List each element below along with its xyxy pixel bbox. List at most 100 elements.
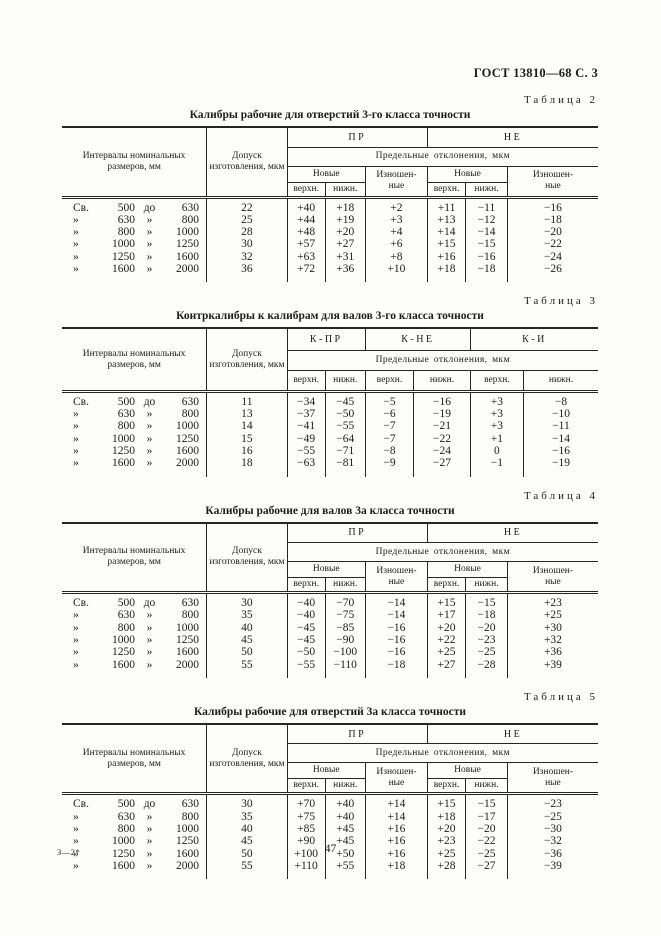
upper-header: верхн. bbox=[469, 370, 524, 392]
value-cell: +40 bbox=[324, 793, 366, 811]
table-body: Св. 500 до 630 22 +40 +18 +2 +11 −11 −16» 630» 800 25… bbox=[62, 197, 598, 283]
value-cell: +100 bbox=[286, 847, 326, 860]
table-row: Св. 500 до 630 22 +40 +18 +2 +11 −11 −16 bbox=[62, 197, 598, 214]
value-cell: 14 bbox=[206, 420, 288, 433]
table-row: » 1000» 1250 45 −45 −90 −16 +22 −23 +32 bbox=[62, 633, 598, 647]
table-title: Калибры рабочие для валов 3а класса точн… bbox=[205, 504, 455, 517]
value-cell: +2 bbox=[364, 197, 428, 214]
col-header-intervals: Интервалы номинальных размеров, мм bbox=[82, 150, 186, 172]
new-header: Новые bbox=[427, 561, 508, 579]
table-row: » 630» 800 25 +44 +19 +3 +13 −12 −18 bbox=[62, 213, 598, 227]
group-header-pr: ПР bbox=[286, 522, 428, 544]
value-cell: +110 bbox=[286, 859, 326, 880]
range-cell: » 1250» 1600 bbox=[73, 250, 199, 263]
value-cell: −37 bbox=[286, 408, 326, 421]
lower-header: нижн. bbox=[324, 778, 366, 794]
value-cell: −55 bbox=[286, 444, 326, 458]
value-cell: −40 bbox=[286, 592, 326, 610]
value-cell: −55 bbox=[324, 420, 366, 433]
value-cell: +23 bbox=[506, 592, 598, 610]
value-cell: 0 bbox=[469, 444, 524, 458]
value-cell: −10 bbox=[522, 408, 598, 421]
range-cell: » 1000» 1250 bbox=[73, 835, 199, 848]
value-cell: −18 bbox=[465, 262, 508, 283]
data-table: Интервалы номинальных размеров, мм Допус… bbox=[62, 327, 598, 477]
value-cell: −45 bbox=[286, 633, 326, 647]
value-cell: −19 bbox=[413, 408, 471, 421]
range-cell: » 1000» 1250 bbox=[73, 238, 199, 251]
lower-header: нижн. bbox=[465, 182, 508, 197]
value-cell: −25 bbox=[465, 847, 508, 860]
upper-header: верхн. bbox=[427, 577, 466, 593]
value-cell: −71 bbox=[324, 444, 366, 458]
value-cell: −39 bbox=[506, 859, 598, 880]
col-header-tolerance: Допуск изготовления, мкм bbox=[206, 328, 288, 392]
value-cell: +16 bbox=[364, 822, 428, 836]
value-cell: −19 bbox=[522, 457, 598, 477]
value-cell: −16 bbox=[465, 250, 508, 263]
value-cell: +14 bbox=[364, 810, 428, 823]
range-cell: » 800» 1000 bbox=[73, 226, 199, 239]
value-cell: +40 bbox=[324, 810, 366, 823]
range-cell: » 630» 800 bbox=[73, 609, 199, 622]
new-header: Новые bbox=[286, 166, 366, 183]
value-cell: +39 bbox=[506, 658, 598, 678]
value-cell: −9 bbox=[364, 457, 414, 477]
group-header-pr: ПР bbox=[286, 127, 428, 148]
value-cell: −26 bbox=[506, 262, 598, 283]
value-cell: −14 bbox=[364, 609, 428, 622]
table-header: Интервалы номинальных размеров, мм Допус… bbox=[62, 127, 598, 197]
section-table-4: Таблица 4 Калибры рабочие для валов 3а к… bbox=[62, 490, 598, 678]
value-cell: −1 bbox=[469, 457, 524, 477]
value-cell: −50 bbox=[324, 408, 366, 421]
value-cell: 15 bbox=[206, 432, 288, 445]
limits-header: Предельные отклонения, мкм bbox=[286, 542, 598, 563]
value-cell: −14 bbox=[522, 432, 598, 445]
value-cell: −6 bbox=[364, 408, 414, 421]
table-row: » 800» 1000 28 +48 +20 +4 +14 −14 −20 bbox=[62, 226, 598, 239]
value-cell: +3 bbox=[469, 408, 524, 421]
upper-header: верхн. bbox=[364, 370, 414, 392]
value-cell: −20 bbox=[465, 822, 508, 836]
value-cell: +16 bbox=[427, 250, 466, 263]
value-cell: 18 bbox=[206, 457, 288, 477]
table-row: Св. 500 до 630 30 −40 −70 −14 +15 −15 +23 bbox=[62, 592, 598, 610]
worn-header: Изношен- ные bbox=[364, 561, 428, 593]
value-cell: +25 bbox=[506, 609, 598, 622]
table-row: » 630» 800 35 −40 −75 −14 +17 −18 +25 bbox=[62, 609, 598, 622]
value-cell: −21 bbox=[413, 420, 471, 433]
value-cell: −11 bbox=[465, 197, 508, 214]
value-cell: 55 bbox=[206, 658, 288, 678]
value-cell: +44 bbox=[286, 213, 326, 227]
table-row: » 630» 800 35 +75 +40 +14 +18 −17 −25 bbox=[62, 810, 598, 823]
col-header-intervals: Интервалы номинальных размеров, мм bbox=[82, 348, 186, 370]
value-cell: 45 bbox=[206, 835, 288, 848]
value-cell: +14 bbox=[427, 226, 466, 239]
value-cell: −7 bbox=[364, 432, 414, 445]
value-cell: 45 bbox=[206, 633, 288, 647]
value-cell: −16 bbox=[413, 391, 471, 409]
limits-header: Предельные отклонения, мкм bbox=[286, 147, 598, 167]
value-cell: −49 bbox=[286, 432, 326, 445]
table-row: » 800» 1000 14 −41 −55 −7 −21 +3 −11 bbox=[62, 420, 598, 433]
range-cell: » 1600» 2000 bbox=[73, 262, 199, 275]
value-cell: −15 bbox=[465, 238, 508, 251]
table-body: Св. 500 до 630 30 +70 +40 +14 +15 −15 −23 » 630» 800 3… bbox=[62, 793, 598, 880]
value-cell: +4 bbox=[364, 226, 428, 239]
table-row: » 800» 1000 40 −45 −85 −16 +20 −20 +30 bbox=[62, 621, 598, 634]
value-cell: +19 bbox=[324, 213, 366, 227]
value-cell: +20 bbox=[324, 226, 366, 239]
range-cell: » 800» 1000 bbox=[73, 822, 199, 835]
page-number: 47 bbox=[324, 843, 337, 855]
value-cell: 11 bbox=[206, 391, 288, 409]
value-cell: +18 bbox=[427, 262, 466, 283]
upper-header: верхн. bbox=[286, 778, 326, 794]
table-header: Интервалы номинальных размеров, мм Допус… bbox=[62, 723, 598, 794]
range-cell: Св. 500 до 630 bbox=[73, 597, 199, 610]
worn-header: Изношен- ные bbox=[506, 762, 598, 794]
table-row: » 1000» 1250 15 −49 −64 −7 −22 +1 −14 bbox=[62, 432, 598, 445]
value-cell: 13 bbox=[206, 408, 288, 421]
value-cell: 55 bbox=[206, 859, 288, 880]
table-caption: Таблица 4 bbox=[523, 489, 598, 502]
value-cell: +57 bbox=[286, 238, 326, 251]
